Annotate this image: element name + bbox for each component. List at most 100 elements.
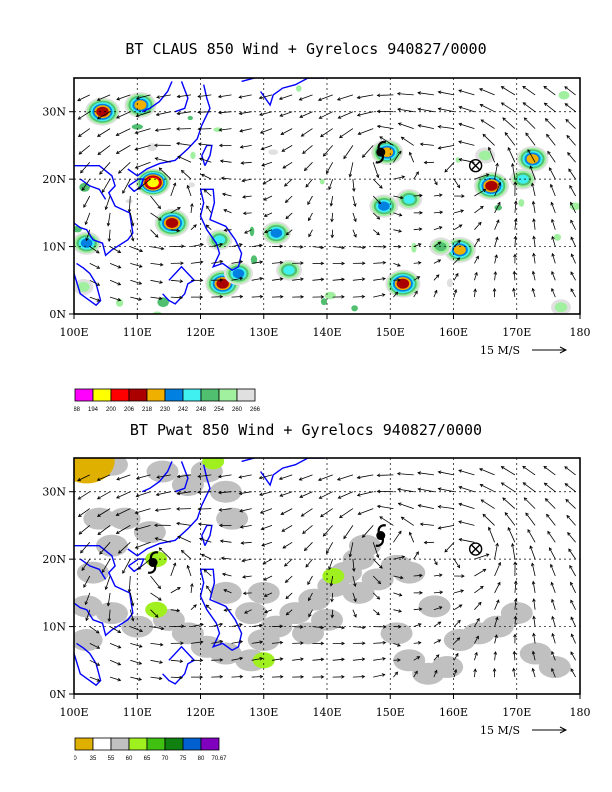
wind-arrow-icon [376, 109, 394, 114]
x-tick-label: 180 [570, 706, 591, 719]
wind-arrow-icon [548, 167, 556, 180]
wind-arrow-icon [197, 507, 212, 511]
wind-arrow-icon [532, 598, 536, 610]
cloud-patch [516, 146, 549, 172]
wind-arrow-icon [264, 609, 273, 614]
wind-arrow-icon [433, 193, 443, 198]
wind-arrow-icon [158, 547, 172, 560]
pwat-grid [74, 458, 580, 694]
wind-arrow-icon [393, 592, 403, 597]
wind-arrow-icon [564, 483, 576, 493]
wind-arrow-icon [170, 244, 185, 248]
wind-arrow-icon [312, 675, 325, 679]
wind-arrow-icon [352, 609, 357, 618]
wind-arrow-icon [137, 178, 151, 190]
wind-arrow-icon [242, 575, 252, 579]
x-tick-label: 110E [123, 326, 152, 339]
wind-arrow-icon [544, 118, 556, 129]
wind-arrow-icon [551, 615, 556, 627]
wind-arrow-icon [150, 246, 165, 251]
wind-arrow-icon [513, 561, 517, 577]
colorbar-swatch [128, 737, 148, 751]
wind-arrow-icon [494, 201, 501, 214]
wind-arrow-icon [433, 259, 442, 264]
wind-arrow-icon [319, 128, 333, 138]
wind-arrow-icon [221, 572, 232, 577]
colorbar-level-label: 65 [144, 756, 151, 762]
moisture-grey [83, 507, 116, 530]
wind-arrow-icon [352, 179, 356, 192]
wind-arrow-icon [251, 277, 264, 281]
y-tick-label: 0N [49, 308, 66, 321]
wind-arrow-icon [134, 161, 151, 169]
wind-arrow-icon [298, 474, 313, 481]
wind-arrow-icon [474, 237, 480, 247]
wind-arrow-icon [200, 553, 212, 560]
wind-arrow-icon [570, 271, 576, 281]
x-tick-label: 150E [376, 326, 405, 339]
wind-arrow-icon [217, 474, 232, 479]
wind-arrow-icon [373, 277, 386, 281]
wind-arrow-icon [109, 643, 122, 649]
wind-arrow-icon [285, 212, 293, 220]
wind-arrow-icon [318, 111, 333, 119]
colorbar-level-label: 55 [108, 756, 115, 762]
wind-arrow-icon [565, 118, 576, 129]
colorbar-swatch [164, 388, 184, 402]
wind-arrow-icon [99, 162, 111, 175]
wind-arrow-icon [281, 525, 293, 532]
wind-arrow-icon [550, 581, 556, 594]
wind-arrow-icon [271, 674, 284, 679]
wind-arrow-icon [135, 111, 151, 118]
x-tick-label: 120E [186, 326, 215, 339]
wind-arrow-icon [376, 473, 394, 478]
wind-arrow-icon [531, 667, 536, 678]
wind-arrow-icon [129, 229, 135, 242]
wind-arrow-icon [97, 508, 111, 517]
moisture-grey [209, 581, 242, 604]
wind-arrow-icon [547, 150, 556, 163]
wind-arrow-icon [77, 111, 91, 120]
y-tick-label: 10N [42, 241, 66, 254]
colorbar-swatch [218, 388, 238, 402]
wind-arrow-icon [130, 659, 143, 665]
wind-arrow-icon [417, 487, 434, 493]
wind-arrow-icon [531, 580, 536, 593]
wind-arrow-icon [260, 145, 273, 151]
wind-arrow-icon [356, 94, 374, 100]
wind-arrow-icon [453, 637, 461, 644]
y-tick-label: 20N [42, 173, 66, 186]
wind-arrow-icon [180, 549, 192, 560]
wind-arrow-icon [77, 474, 90, 482]
wind-arrow-icon [197, 94, 212, 99]
coastline [127, 178, 145, 193]
wind-arrow-icon [150, 592, 162, 601]
wind-arrow-icon [129, 592, 135, 607]
wind-arrow-icon [564, 466, 576, 476]
x-tick-label: 140E [312, 706, 341, 719]
wind-arrow-icon [531, 562, 536, 577]
wind-arrow-icon [77, 128, 91, 137]
wind-arrow-icon [567, 152, 576, 163]
wind-arrow-icon [258, 474, 273, 480]
wind-arrow-icon [116, 111, 131, 119]
wind-arrow-icon [231, 243, 243, 247]
wind-arrow-icon [150, 609, 159, 618]
wind-arrow-icon [312, 641, 325, 646]
wind-arrow-icon [118, 542, 131, 554]
wind-arrow-icon [474, 553, 490, 560]
wind-arrow-icon [433, 226, 443, 231]
wind-arrow-icon [531, 182, 536, 197]
wind-arrow-icon [278, 94, 293, 100]
wind-arrow-icon [217, 110, 232, 115]
wind-arrow-icon [453, 619, 461, 627]
wind-arrow-icon [197, 490, 212, 494]
coastline [79, 558, 107, 580]
wind-arrow-icon [241, 178, 252, 183]
wind-arrow-icon [218, 507, 232, 512]
wind-arrow-icon [352, 559, 356, 572]
coastline [79, 178, 107, 200]
claus-colorbar: 188 194 200 206 218 230 242 248 254 260 266 [74, 388, 274, 414]
colorbar-level-label: 266 [250, 407, 261, 413]
wind-arrow-icon [458, 502, 475, 509]
